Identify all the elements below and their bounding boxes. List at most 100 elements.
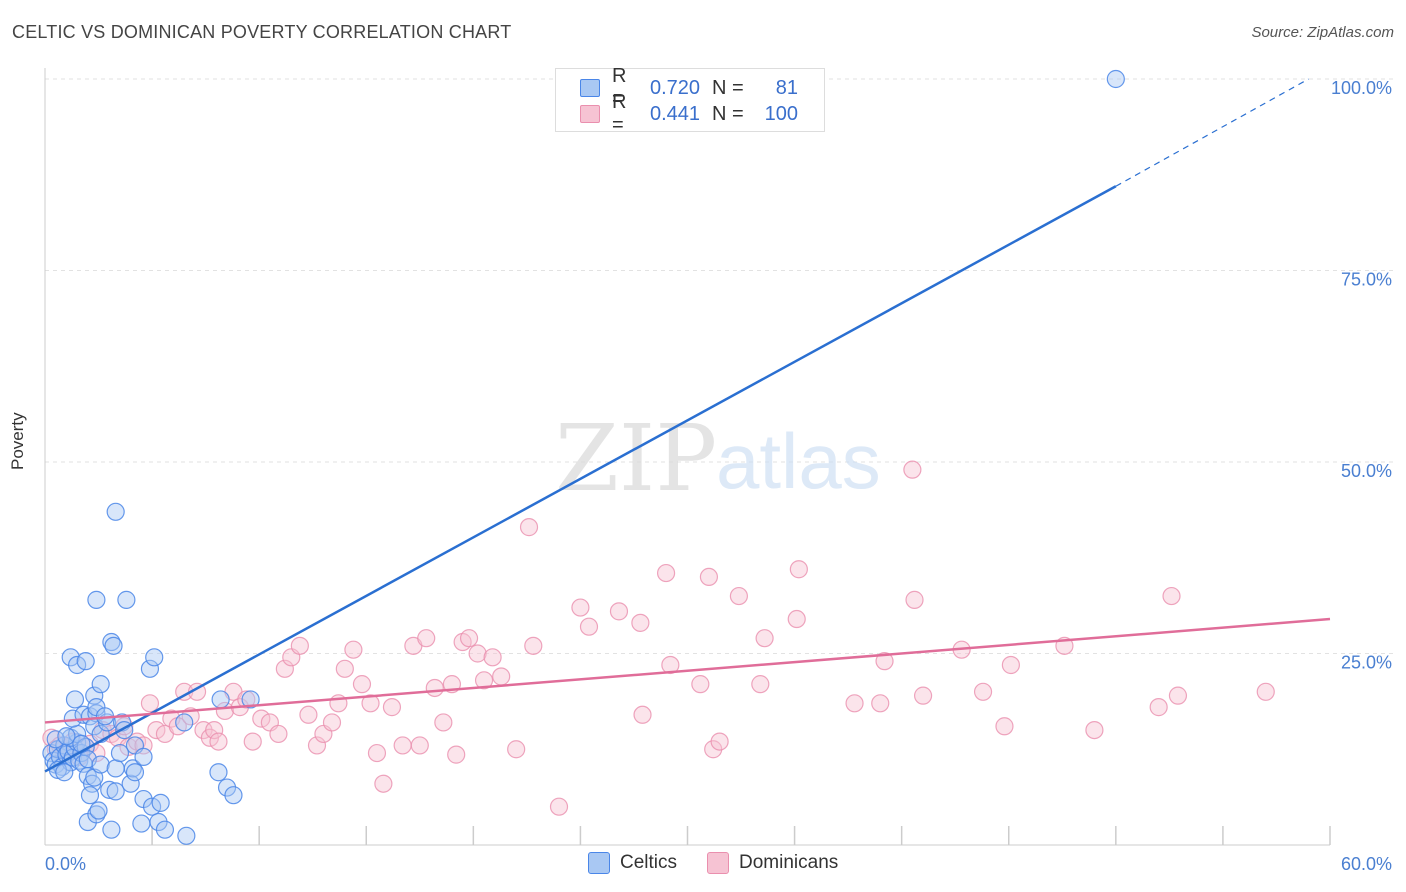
data-point-celtics: [89, 801, 108, 820]
trendline-dominicans: [44, 617, 1331, 724]
data-point-dominicans: [699, 567, 719, 587]
legend-swatch-dominicans: [580, 105, 600, 123]
data-point-celtics: [117, 590, 136, 609]
data-point-celtics: [151, 793, 170, 812]
series-legend: Celtics Dominicans: [588, 852, 868, 874]
data-point-dominicans: [875, 652, 894, 671]
data-point-dominicans: [973, 682, 993, 701]
data-point-dominicans: [243, 732, 262, 751]
data-point-celtics: [211, 690, 230, 709]
data-point-celtics: [177, 826, 196, 845]
data-point-celtics: [121, 774, 140, 793]
data-point-celtics: [85, 686, 104, 705]
data-point-celtics: [125, 763, 145, 782]
data-point-dominicans: [425, 678, 444, 698]
y-tick-label: 25.0%: [1341, 653, 1392, 673]
legend-item-celtics[interactable]: Celtics: [588, 852, 677, 874]
data-point-dominicans: [751, 675, 770, 694]
data-point-celtics: [91, 755, 110, 774]
trendline-celtics: [44, 185, 1117, 773]
data-point-celtics: [102, 820, 121, 839]
data-point-dominicans: [1168, 686, 1188, 705]
data-point-celtics: [145, 648, 164, 667]
x-tick-label: 60.0%: [1341, 854, 1392, 874]
data-point-celtics: [175, 713, 194, 732]
data-point-dominicans: [524, 636, 543, 655]
data-point-dominicans: [549, 797, 569, 816]
y-tick-label: 50.0%: [1341, 461, 1392, 481]
data-point-dominicans: [205, 720, 224, 740]
data-point-celtics: [142, 797, 162, 816]
data-point-celtics: [104, 636, 123, 655]
data-point-dominicans: [1149, 698, 1168, 717]
data-point-dominicans: [237, 690, 256, 709]
data-point-dominicans: [903, 460, 922, 479]
correlation-legend: R = 0.720 N = 81 R = 0.441 N = 100: [555, 65, 825, 136]
legend-swatch-celtics: [588, 852, 610, 874]
data-point-dominicans: [609, 602, 629, 621]
legend-label-celtics: Celtics: [620, 852, 678, 873]
data-point-dominicans: [147, 720, 166, 740]
data-point-dominicans: [691, 675, 710, 694]
data-point-dominicans: [1001, 655, 1020, 675]
data-point-celtics: [55, 763, 74, 782]
legend-n-value: 81: [775, 76, 798, 99]
legend-label-dominicans: Dominicans: [739, 852, 839, 873]
data-point-dominicans: [913, 686, 933, 705]
data-point-dominicans: [1162, 586, 1181, 606]
data-point-dominicans: [492, 667, 511, 686]
data-point-dominicans: [393, 736, 412, 755]
data-point-celtics: [224, 786, 243, 805]
data-point-dominicans: [447, 745, 466, 764]
data-point-dominicans: [729, 586, 749, 606]
data-point-celtics: [91, 675, 110, 694]
trendline-celtics-extension: [1115, 78, 1309, 187]
data-point-dominicans: [352, 675, 372, 694]
data-point-dominicans: [905, 590, 924, 609]
legend-r-label: R =: [612, 65, 627, 110]
data-point-dominicans: [633, 705, 652, 724]
data-point-celtics: [100, 780, 119, 799]
data-point-dominicans: [474, 671, 494, 690]
data-point-celtics: [87, 590, 106, 609]
data-point-dominicans: [374, 774, 393, 793]
axes: [44, 68, 1331, 846]
data-point-celtics: [72, 734, 91, 753]
data-point-dominicans: [571, 598, 590, 617]
data-point-dominicans: [290, 636, 309, 655]
data-point-dominicans: [410, 736, 429, 755]
data-point-dominicans: [307, 736, 327, 755]
legend-r-value: 0.720: [650, 76, 701, 99]
legend-r-label: R =: [612, 91, 627, 136]
legend-swatch-celtics: [580, 79, 600, 97]
legend-n-label: N =: [712, 76, 744, 99]
x-tick-label: 0.0%: [45, 854, 86, 874]
legend-row-celtics: R = 0.720 N = 81: [580, 65, 798, 110]
data-point-dominicans: [1256, 682, 1275, 701]
data-point-dominicans: [367, 743, 387, 763]
legend-n-label: N =: [712, 102, 744, 125]
legend-row-dominicans: R = 0.441 N = 100: [580, 91, 798, 136]
data-point-dominicans: [845, 694, 864, 713]
source-credit: Source: ZipAtlas.com: [1251, 24, 1394, 41]
data-point-dominicans: [140, 694, 160, 713]
series-dominicans: [42, 460, 1275, 816]
data-point-dominicans: [789, 560, 808, 579]
chart-title: CELTIC VS DOMINICAN POVERTY CORRELATION …: [12, 22, 512, 42]
data-point-dominicans: [434, 713, 453, 732]
watermark: ZIP atlas: [555, 405, 881, 512]
data-point-dominicans: [459, 629, 479, 648]
data-point-dominicans: [519, 518, 539, 537]
data-point-celtics: [1106, 69, 1125, 89]
data-point-dominicans: [631, 613, 650, 632]
data-point-dominicans: [787, 609, 806, 629]
data-point-celtics: [241, 690, 260, 709]
y-tick-label: 100.0%: [1331, 78, 1392, 98]
data-point-celtics: [140, 659, 160, 678]
data-point-celtics: [209, 763, 228, 782]
y-tick-label: 75.0%: [1341, 270, 1392, 290]
data-point-dominicans: [995, 717, 1014, 736]
legend-item-dominicans[interactable]: Dominicans: [707, 852, 838, 874]
data-point-dominicans: [507, 740, 526, 759]
